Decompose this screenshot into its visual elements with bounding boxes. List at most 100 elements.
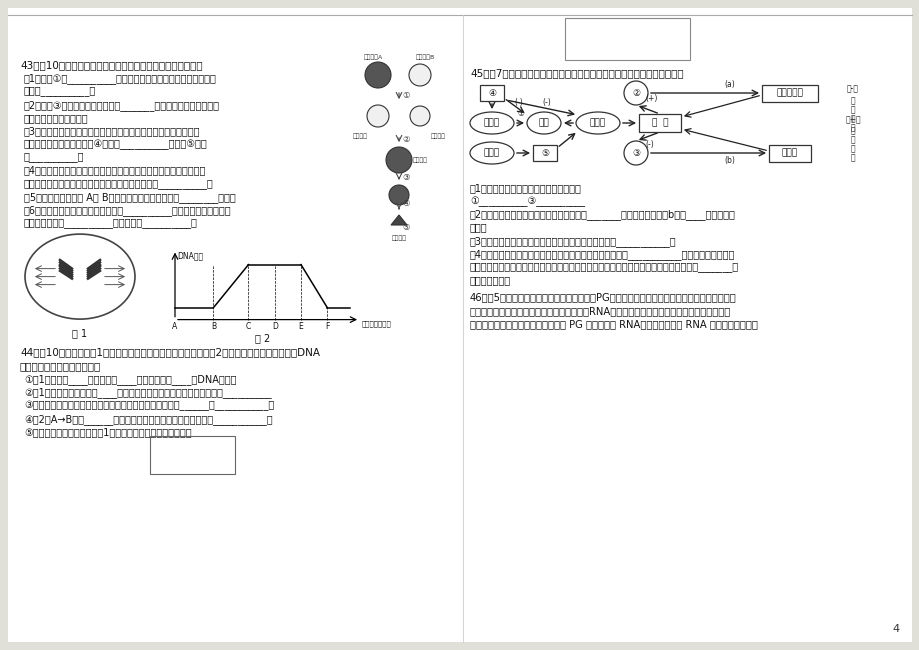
Text: （3）正常人在饥饿开始时，图中激素含量下降的激素是___________。: （3）正常人在饥饿开始时，图中激素含量下降的激素是___________。 — [470, 236, 675, 247]
Text: 下丘脑: 下丘脑 — [589, 118, 606, 127]
Text: 杂种植株: 杂种植株 — [391, 235, 406, 240]
Text: 46．（5分）番茄果实成熟过程中，某种酶（PG）开始合成并显著增加，促使果实变红变软，但: 46．（5分）番茄果实成熟过程中，某种酶（PG）开始合成并显著增加，促使果实变红… — [470, 292, 736, 303]
Text: D: D — [271, 322, 278, 331]
Text: 43．（10分）右图为植物体细胞杂交过程示意图。据图回答：: 43．（10分）右图为植物体细胞杂交过程示意图。据图回答： — [20, 60, 202, 70]
Text: 制）。: 制）。 — [470, 222, 487, 233]
Text: (+): (+) — [645, 94, 657, 103]
Text: F: F — [324, 322, 329, 331]
Text: （1）步骤①是__________，分离出有活力的原生质体，最常用的: （1）步骤①是__________，分离出有活力的原生质体，最常用的 — [24, 73, 217, 84]
Text: ①图1细胞中有____条染色体，____条染色单体，____个DNA分子。: ①图1细胞中有____条染色体，____条染色单体，____个DNA分子。 — [24, 374, 236, 385]
Circle shape — [367, 105, 389, 127]
Circle shape — [623, 81, 647, 105]
Text: 上升，使体内物质的氧化分解加快，产热加快。如果糖供应不足，就会消耗大量的脂肪和_______，: 上升，使体内物质的氧化分解加快，产热加快。如果糖供应不足，就会消耗大量的脂肪和_… — [470, 262, 738, 272]
Text: A: A — [172, 322, 177, 331]
Text: ④: ④ — [402, 198, 409, 207]
Text: 血  糖: 血 糖 — [651, 118, 667, 127]
Text: ④图2中A→B表示______期，此期细胞核中发生的最主要变化是___________。: ④图2中A→B表示______期，此期细胞核中发生的最主要变化是________… — [24, 413, 272, 424]
Text: 遗传特征能够在新的植物体上有所表现，其根本原因__________。: 遗传特征能够在新的植物体上有所表现，其根本原因__________。 — [24, 179, 213, 188]
Text: （2）步骤③一般常用的化学试剂是_______，目的是诱导不同植物体: （2）步骤③一般常用的化学试剂是_______，目的是诱导不同植物体 — [24, 99, 220, 111]
Bar — [768, 144, 811, 161]
Text: ⑤作图：在下列方框内画出图1所示时期的前一个时期的示意图: ⑤作图：在下列方框内画出图1所示时期的前一个时期的示意图 — [24, 427, 191, 437]
Circle shape — [623, 141, 647, 165]
Text: 制: 制 — [850, 124, 855, 133]
Text: 细胞分裂的时期: 细胞分裂的时期 — [361, 320, 391, 327]
Text: 图 2: 图 2 — [255, 333, 270, 344]
Text: ②图1细胞处于细胞周期的____，该时期细胞内染色体数目加倍的原因是__________: ②图1细胞处于细胞周期的____，该时期细胞内染色体数目加倍的原因是______… — [24, 387, 271, 398]
Ellipse shape — [575, 112, 619, 134]
Text: (b): (b) — [724, 157, 734, 166]
Text: 不利于长途运输和长期保鲜。科学家利用反义RNA技术（见图解），可有效解决此问题。该技术: 不利于长途运输和长期保鲜。科学家利用反义RNA技术（见图解），可有效解决此问题。… — [470, 306, 731, 316]
Circle shape — [365, 62, 391, 88]
Bar — [639, 114, 680, 132]
Text: 肾上腺: 肾上腺 — [483, 148, 500, 157]
Text: ⑤: ⑤ — [402, 224, 409, 233]
Text: C: C — [245, 322, 251, 331]
Ellipse shape — [470, 142, 514, 164]
Circle shape — [386, 147, 412, 173]
Text: (-): (-) — [645, 140, 653, 150]
Text: 胰高血糖素: 胰高血糖素 — [776, 88, 802, 98]
Text: ①__________③__________: ①__________③__________ — [470, 196, 584, 207]
Text: 4: 4 — [892, 624, 899, 634]
Polygon shape — [391, 215, 406, 225]
Text: 杂种细胞: 杂种细胞 — [413, 157, 427, 162]
Text: ③: ③ — [402, 172, 409, 181]
Bar — [150, 436, 234, 474]
Text: （3）在利用杂种细胞培育成为杂种植株的过程中，运用的技术手段: （3）在利用杂种细胞培育成为杂种植株的过程中，运用的技术手段 — [24, 126, 200, 136]
Text: ②: ② — [402, 135, 409, 144]
Text: （2）图中与胰高血糖素有协同作用的激素是_______（填标号）。图中b表示____（促进或抑: （2）图中与胰高血糖素有协同作用的激素是_______（填标号）。图中b表示__… — [470, 209, 735, 220]
Text: 促: 促 — [850, 144, 855, 153]
Text: 示: 示 — [850, 105, 855, 114]
Text: 表: 表 — [850, 127, 855, 135]
Text: 胰岛素: 胰岛素 — [781, 148, 797, 157]
Text: 甲状腺: 甲状腺 — [483, 118, 500, 127]
Text: ④: ④ — [487, 88, 495, 98]
Text: ②: ② — [631, 88, 640, 98]
Text: ①: ① — [402, 90, 409, 99]
Bar — [532, 145, 556, 161]
Text: ⑤: ⑤ — [540, 148, 549, 157]
Text: 植物细胞B: 植物细胞B — [414, 55, 434, 60]
Text: 是植物组织培养，其中步骤④相当于__________，步骤⑤相当: 是植物组织培养，其中步骤④相当于__________，步骤⑤相当 — [24, 139, 208, 150]
Text: ③: ③ — [631, 148, 640, 157]
Text: ③动物细胞和植物细胞在有丝分裂过程中的区别主要表现在______和___________。: ③动物细胞和植物细胞在有丝分裂过程中的区别主要表现在______和_______… — [24, 400, 274, 411]
Text: 表: 表 — [850, 96, 855, 105]
Text: 方法能否实现？__________并说明理由__________。: 方法能否实现？__________并说明理由__________。 — [24, 218, 198, 228]
Text: E: E — [299, 322, 303, 331]
Text: 原生质体: 原生质体 — [352, 133, 367, 138]
Bar — [761, 84, 817, 101]
Text: 方法是__________。: 方法是__________。 — [24, 86, 96, 96]
Circle shape — [389, 185, 409, 205]
Text: B: B — [210, 322, 216, 331]
Text: 于__________。: 于__________。 — [24, 152, 85, 162]
Text: 44．（10分）上图（图1）示某动物细胞有丝分裂的某个时期。图2是玉米细胞有丝分裂过程中DNA: 44．（10分）上图（图1）示某动物细胞有丝分裂的某个时期。图2是玉米细胞有丝分… — [20, 348, 320, 358]
Text: （6）从理论上讲，杂种植株的育性为__________，若运用传统有性杂交: （6）从理论上讲，杂种植株的育性为__________，若运用传统有性杂交 — [24, 205, 232, 216]
Text: （+）: （+） — [845, 114, 860, 124]
Text: 细胞的原生质体的融合。: 细胞的原生质体的融合。 — [24, 113, 88, 123]
Text: ①: ① — [517, 109, 524, 118]
Text: (-): (-) — [542, 98, 550, 107]
Text: 图 1: 图 1 — [73, 329, 87, 339]
Text: （-）: （-） — [846, 84, 858, 94]
Ellipse shape — [527, 112, 561, 134]
Bar — [564, 18, 689, 60]
Text: 45．（7分）下图为人体糖代谢调节相关的示意图。请据图回答下列问题：: 45．（7分）下图为人体糖代谢调节相关的示意图。请据图回答下列问题： — [470, 68, 683, 78]
Text: (a): (a) — [724, 81, 734, 90]
Text: 抑: 抑 — [850, 114, 855, 124]
Text: DNA数目: DNA数目 — [176, 252, 203, 261]
Bar — [480, 85, 504, 101]
Text: 原生质体: 原生质体 — [430, 133, 445, 138]
Text: （5）若远源杂交亲本 A和 B都是二倍体，则杂种植株为________倍体。: （5）若远源杂交亲本 A和 B都是二倍体，则杂种植株为________倍体。 — [24, 192, 235, 203]
Circle shape — [410, 106, 429, 126]
Circle shape — [409, 64, 430, 86]
Text: 垂体: 垂体 — [538, 118, 549, 127]
Text: (-): (-) — [514, 98, 522, 107]
Text: 从而使人消瘦。: 从而使人消瘦。 — [470, 276, 511, 285]
Text: 的核心是：从番茄体细胞中获得指导 PG 合成的信使 RNA，进而以该信使 RNA 为模板，人工合成: 的核心是：从番茄体细胞中获得指导 PG 合成的信使 RNA，进而以该信使 RNA… — [470, 319, 757, 329]
Text: （1）图中标号表示的物质或结构分别是：: （1）图中标号表示的物质或结构分别是： — [470, 183, 581, 193]
Text: （4）植物体细胞杂交的目的是获得新的杂种植株，使远缘杂交亲本的: （4）植物体细胞杂交的目的是获得新的杂种植株，使远缘杂交亲本的 — [24, 166, 206, 176]
Text: （4）葡萄糖是人体的主要能源物质，正常人在寒冷环境时，___________（填标号）的含量会: （4）葡萄糖是人体的主要能源物质，正常人在寒冷环境时，___________（填… — [470, 249, 734, 260]
Text: 植物细胞A: 植物细胞A — [363, 55, 382, 60]
Text: 进: 进 — [850, 153, 855, 162]
Text: 示: 示 — [850, 135, 855, 144]
